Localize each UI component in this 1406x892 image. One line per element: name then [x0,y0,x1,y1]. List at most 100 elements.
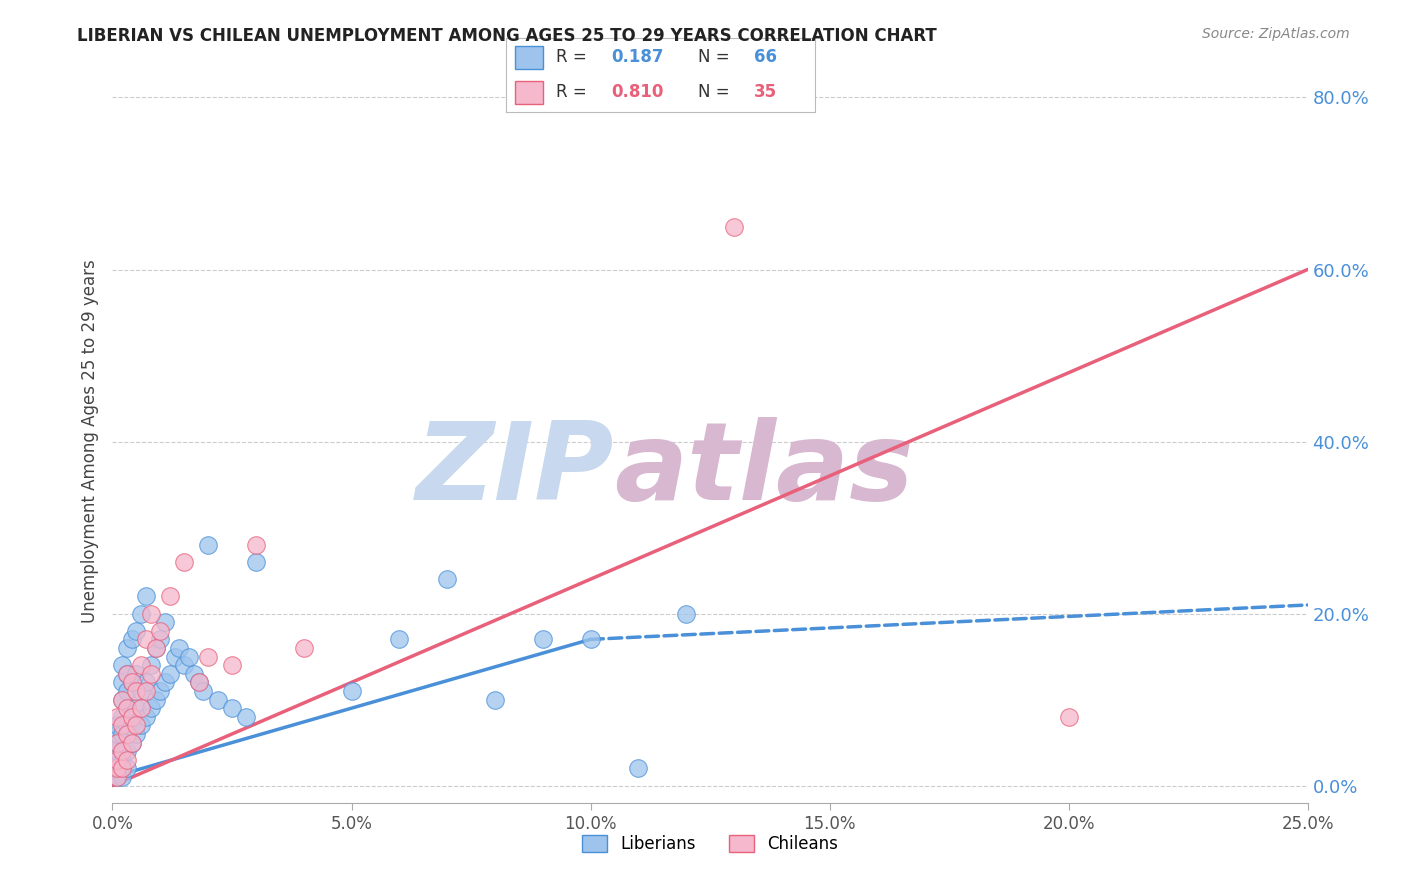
Point [125,701,148,715]
Point [111,675,134,690]
Point [173,555,195,569]
Point [388,632,411,647]
Point [193,684,215,698]
Point [105,753,128,767]
Point [153,675,176,690]
Point [153,615,176,630]
Point [105,761,128,775]
Point [149,632,172,647]
Text: atlas: atlas [614,417,914,524]
Point [121,675,143,690]
Point [197,649,219,664]
Point [111,761,134,775]
Point [121,675,143,690]
Point [169,640,191,655]
FancyBboxPatch shape [516,81,543,104]
Point [129,701,152,715]
Point [135,710,157,724]
Point [627,761,650,775]
Point [129,607,152,621]
Point [105,753,128,767]
Text: ZIP: ZIP [416,417,614,524]
Point [111,710,134,724]
Point [121,710,143,724]
Point [115,684,138,698]
Point [197,538,219,552]
Point [111,770,134,784]
Point [105,710,128,724]
Point [531,632,554,647]
Point [1057,710,1080,724]
Point [125,624,148,638]
Point [177,649,200,664]
Text: 66: 66 [754,48,776,66]
Point [675,607,697,621]
Point [139,701,162,715]
Point [111,753,134,767]
Point [115,761,138,775]
Point [245,555,267,569]
Point [235,710,257,724]
Point [111,692,134,706]
Text: R =: R = [555,84,592,102]
Point [149,624,172,638]
Text: 35: 35 [754,84,776,102]
Point [121,735,143,749]
Point [129,718,152,732]
Point [125,684,148,698]
Text: 0.187: 0.187 [612,48,664,66]
Point [245,538,267,552]
Point [145,692,167,706]
FancyBboxPatch shape [516,45,543,69]
Point [135,632,157,647]
Y-axis label: Unemployment Among Ages 25 to 29 years: Unemployment Among Ages 25 to 29 years [80,260,98,624]
Point [125,666,148,681]
Point [121,735,143,749]
Point [121,710,143,724]
Point [159,666,181,681]
Point [115,727,138,741]
Legend: Liberians, Chileans: Liberians, Chileans [575,828,845,860]
Point [436,572,458,586]
Point [105,761,128,775]
Point [139,607,162,621]
Point [105,718,128,732]
Text: 0.810: 0.810 [612,84,664,102]
Text: R =: R = [555,48,592,66]
Point [484,692,506,706]
Point [149,684,172,698]
Point [129,684,152,698]
Point [187,675,209,690]
Point [111,744,134,758]
Text: N =: N = [697,84,735,102]
Point [105,735,128,749]
Point [121,632,143,647]
Point [145,640,167,655]
Point [723,219,745,234]
Point [221,658,243,673]
Point [105,770,128,784]
Point [125,727,148,741]
Point [111,744,134,758]
Point [115,701,138,715]
Point [145,640,167,655]
Text: Source: ZipAtlas.com: Source: ZipAtlas.com [1202,27,1350,41]
Point [340,684,363,698]
Point [139,666,162,681]
Point [207,692,229,706]
Text: LIBERIAN VS CHILEAN UNEMPLOYMENT AMONG AGES 25 TO 29 YEARS CORRELATION CHART: LIBERIAN VS CHILEAN UNEMPLOYMENT AMONG A… [77,27,936,45]
Point [115,640,138,655]
Point [183,666,205,681]
Point [105,735,128,749]
Point [173,658,195,673]
Point [579,632,602,647]
Point [105,744,128,758]
Point [111,658,134,673]
Point [105,770,128,784]
Point [115,718,138,732]
Point [292,640,315,655]
Point [111,692,134,706]
Point [187,675,209,690]
Point [125,718,148,732]
Point [135,675,157,690]
